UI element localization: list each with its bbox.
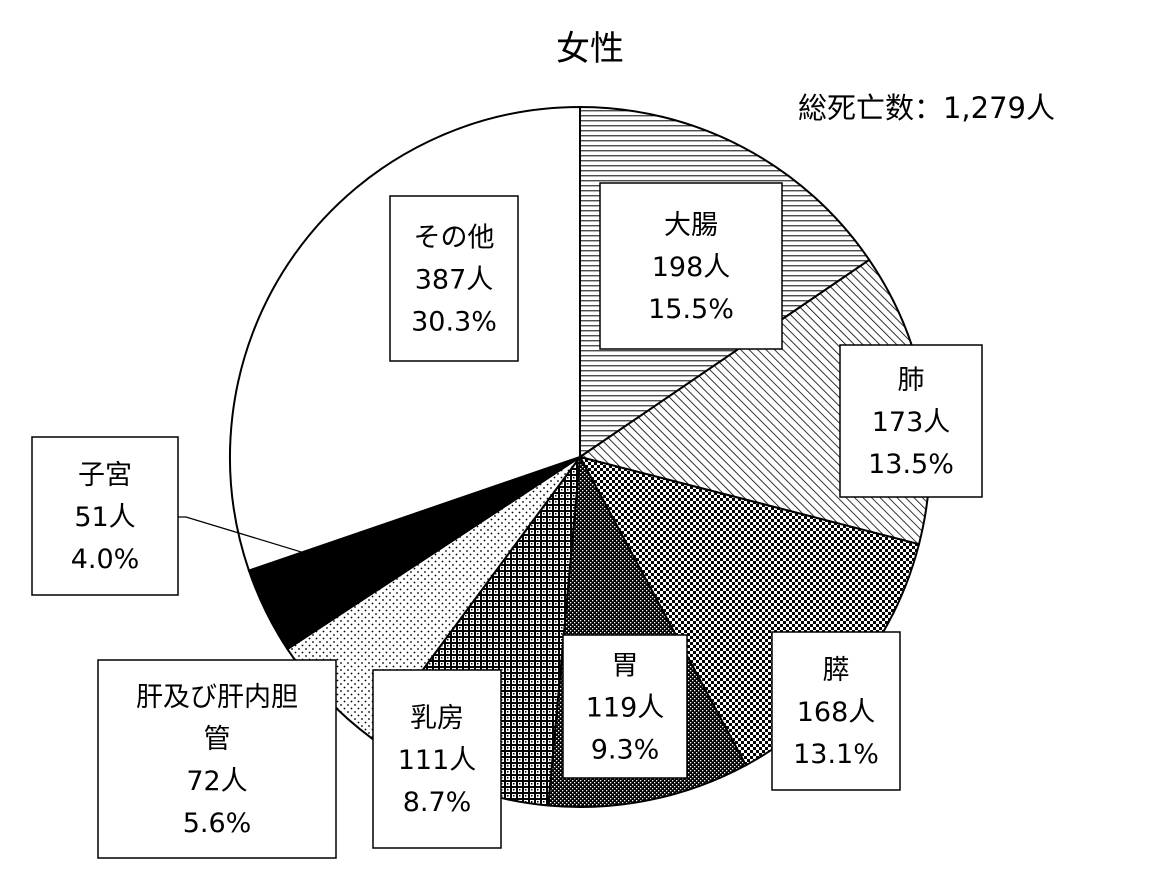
leader-line-uterus	[178, 516, 354, 569]
slice-name-5: 乳房	[410, 703, 464, 734]
slice-percent-4: 9.3%	[591, 735, 660, 766]
slice-percent-8: 30.3%	[411, 307, 497, 338]
slice-percent-1: 15.5%	[648, 294, 734, 325]
slice-label-2: 肺 173人 13.5%	[839, 344, 983, 498]
slice-label-box-7	[31, 436, 179, 596]
slice-name-6: 管	[204, 724, 231, 755]
slice-label-1: 大腸 198人 15.5%	[599, 182, 783, 350]
slice-count-5: 111人	[398, 745, 477, 776]
slice-count-3: 168人	[797, 697, 876, 728]
slice-label-box-1	[599, 182, 783, 350]
slice-count-8: 387人	[415, 265, 494, 296]
slice-count-4: 119人	[586, 693, 665, 724]
slice-name-2: 肺	[898, 365, 925, 396]
slice-label-4: 胃 119人 9.3%	[562, 634, 688, 779]
slice-name-3: 膵	[823, 655, 850, 686]
slice-count-7: 51人	[74, 502, 135, 533]
slice-count-2: 173人	[872, 407, 951, 438]
slice-label-7: 子宮 51人 4.0%	[31, 436, 179, 596]
slice-label-5: 乳房 111人 8.7%	[372, 669, 502, 849]
slice-name-8: その他	[414, 223, 495, 254]
slice-label-box-6	[97, 659, 337, 859]
slice-label-box-8	[389, 195, 519, 362]
total-deaths-label: 総死亡数：1,279人	[798, 91, 1055, 125]
slice-percent-3: 13.1%	[793, 739, 879, 770]
slice-percent-2: 13.5%	[868, 449, 954, 480]
slice-percent-6: 5.6%	[183, 808, 252, 839]
slice-percent-5: 8.7%	[403, 787, 472, 818]
slice-label-8: その他 387人 30.3%	[389, 195, 519, 362]
slice-name-1: 大腸	[664, 210, 718, 241]
slice-label-box-5	[372, 669, 502, 849]
slice-count-1: 198人	[652, 252, 731, 283]
slice-name-6: 肝及び肝内胆	[136, 682, 298, 713]
slice-label-box-4	[562, 634, 688, 779]
slice-label-box-3	[771, 631, 901, 791]
slice-name-4: 胃	[612, 651, 639, 682]
slice-label-box-2	[839, 344, 983, 498]
slice-name-7: 子宮	[78, 460, 132, 491]
slice-label-3: 膵 168人 13.1%	[771, 631, 901, 791]
slice-percent-7: 4.0%	[71, 544, 140, 575]
slice-count-6: 72人	[186, 766, 247, 797]
chart-title: 女性	[556, 29, 624, 69]
